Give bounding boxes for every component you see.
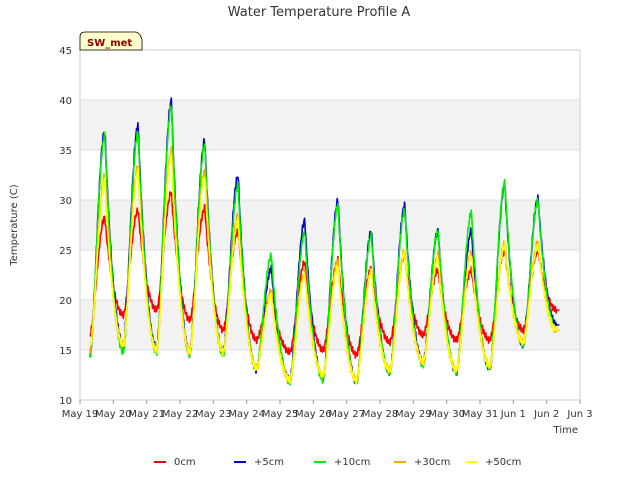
legend-label: +5cm [254, 457, 284, 468]
x-tick-label: May 24 [228, 409, 265, 420]
y-axis: 10 15 20 25 30 35 40 45 [59, 46, 72, 407]
x-tick-label: May 28 [362, 409, 399, 420]
x-tick-label: May 30 [428, 409, 465, 420]
x-tick-label: May 27 [328, 409, 365, 420]
plot-frame [79, 49, 581, 401]
x-tick-label: May 25 [262, 409, 299, 420]
x-tick-label: Jun 1 [500, 409, 526, 420]
shaded-band-2 [80, 100, 580, 150]
y-tick-label: 30 [59, 196, 72, 207]
legend-label: 0cm [174, 457, 196, 468]
y-axis-label: Temperature (C) [9, 184, 20, 266]
x-tick-label: May 22 [162, 409, 199, 420]
x-tick-label: Jun 3 [566, 409, 592, 420]
y-tick-label: 25 [59, 246, 72, 257]
series-lines [89, 97, 560, 386]
x-tick-label: Jun 2 [533, 409, 559, 420]
x-tick-label: May 29 [395, 409, 432, 420]
x-tick-label: May 26 [295, 409, 332, 420]
legend: 0cm +5cm +10cm +30cm +50cm [154, 457, 521, 468]
legend-label: +30cm [414, 457, 450, 468]
plot-area [79, 49, 581, 401]
y-tick-label: 35 [59, 146, 72, 157]
x-tick-label: May 21 [128, 409, 165, 420]
y-tick-label: 40 [59, 96, 72, 107]
x-tick-label: May 20 [95, 409, 132, 420]
y-tick-label: 45 [59, 46, 72, 57]
x-tick-label: May 23 [195, 409, 232, 420]
station-badge-shape [79, 31, 143, 51]
y-tick-label: 15 [59, 346, 72, 357]
x-tick-label: May 19 [62, 409, 99, 420]
legend-label: +10cm [334, 457, 370, 468]
chart-title: Water Temperature Profile A [228, 5, 411, 20]
series-line-50cm [89, 152, 560, 384]
station-badge: SW_met [79, 31, 143, 51]
legend-label: +50cm [485, 457, 521, 468]
y-tick-label: 20 [59, 296, 72, 307]
station-badge-text: SW_met [87, 38, 132, 49]
y-tick-label: 10 [59, 396, 72, 407]
x-axis-label: Time [553, 425, 578, 436]
x-tick-label: May 31 [462, 409, 499, 420]
